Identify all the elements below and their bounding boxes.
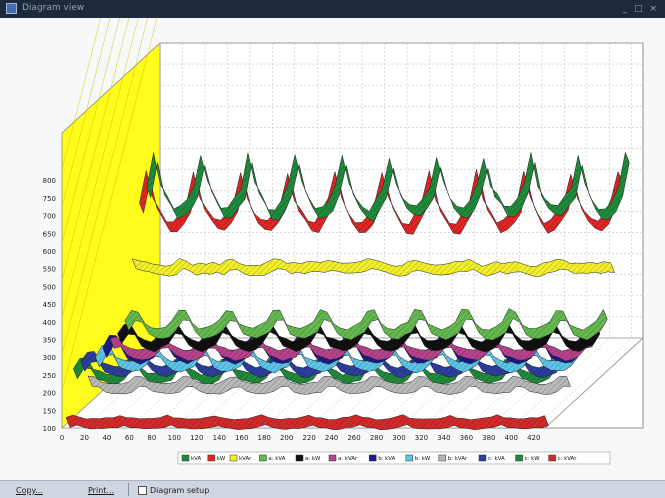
series-ribbon-hatch (88, 376, 571, 395)
y-tick-label: 800 (43, 177, 56, 185)
side-grid-line (61, 18, 101, 170)
y-tick-label: 200 (43, 390, 56, 398)
toolbar-separator (128, 483, 129, 496)
legend-swatch (368, 454, 377, 462)
legend-label: b: kVAr (448, 456, 468, 462)
legend-label: a: kVA (268, 456, 285, 462)
app-icon (6, 3, 17, 14)
legend-label: a: kVAr (338, 456, 358, 462)
x-tick-label: 120 (190, 434, 203, 442)
window-title: Diagram view (22, 3, 85, 13)
diagram-setup-label: Diagram setup (150, 486, 210, 495)
legend-label: kVAr (239, 456, 252, 462)
legend-label: b: kVA (378, 456, 395, 462)
side-grid-line (61, 18, 111, 207)
x-tick-label: 200 (280, 434, 293, 442)
x-tick-label: 160 (235, 434, 248, 442)
x-tick-label: 400 (505, 434, 518, 442)
print-button[interactable]: Print... (88, 486, 115, 495)
copy-button[interactable]: Copy... (16, 486, 43, 495)
x-tick-label: 20 (80, 434, 89, 442)
x-tick-label: 280 (370, 434, 383, 442)
legend-label: c: kVAr (558, 456, 578, 462)
side-grid-line (61, 18, 139, 318)
side-grid-line (61, 18, 130, 281)
y-tick-label: 700 (43, 213, 56, 221)
y-tick-label: 350 (43, 337, 56, 345)
x-tick-label: 140 (213, 434, 226, 442)
diagram-setup-checkbox[interactable]: Diagram setup (138, 484, 209, 497)
legend-label: kVA (191, 456, 201, 462)
legend-swatch (478, 454, 487, 462)
legend-swatch (548, 454, 556, 462)
window-controls[interactable]: _ □ × (622, 4, 659, 14)
y-tick-label: 250 (43, 372, 56, 380)
series-ribbon-hatch (117, 321, 600, 352)
legend-label: c: kW (525, 456, 541, 462)
x-tick-label: 240 (325, 434, 338, 442)
x-tick-label: 300 (392, 434, 405, 442)
legend-label: kW (217, 456, 226, 462)
legend-box (177, 451, 611, 465)
y-tick-label: 300 (43, 354, 56, 362)
y-tick-label: 450 (43, 301, 56, 309)
y-tick-label: 750 (43, 195, 56, 203)
legend-swatch (405, 454, 414, 462)
x-tick-label: 220 (302, 434, 315, 442)
title-bar: Diagram view _ □ × (0, 0, 665, 18)
ribbon-chart: 1001502002503003504004505005506006507007… (0, 18, 665, 480)
x-tick-label: 40 (102, 434, 111, 442)
side-grid-line (61, 18, 148, 355)
x-tick-label: 340 (437, 434, 450, 442)
y-tick-label: 150 (43, 407, 56, 415)
bottom-toolbar: Copy... Print... Diagram setup (0, 480, 665, 498)
x-tick-label: 420 (527, 434, 540, 442)
x-tick-label: 60 (125, 434, 134, 442)
legend-swatch (259, 454, 267, 462)
x-tick-label: 380 (482, 434, 495, 442)
series-ribbon-hatch (66, 414, 549, 430)
y-tick-label: 600 (43, 248, 56, 256)
legend-swatch (207, 454, 216, 462)
x-tick-label: 180 (257, 434, 270, 442)
y-tick-label: 650 (43, 230, 56, 238)
legend-swatch (181, 454, 190, 462)
legend-label: a: kW (305, 456, 321, 462)
x-tick-label: 0 (60, 434, 64, 442)
legend-swatch (438, 454, 447, 462)
x-tick-label: 320 (415, 434, 428, 442)
y-tick-label: 550 (43, 266, 56, 274)
legend-swatch (515, 454, 523, 462)
legend-label: b: kW (415, 456, 431, 462)
series-ribbon-hatch (146, 152, 630, 222)
side-grid-line (61, 18, 158, 392)
checkbox-box[interactable] (138, 486, 147, 495)
legend-swatch (328, 454, 337, 462)
x-tick-label: 80 (147, 434, 156, 442)
series-ribbon-hatch (132, 258, 615, 277)
legend-swatch (295, 454, 304, 462)
y-tick-label: 400 (43, 319, 56, 327)
series-ribbon-hatch (110, 336, 593, 362)
x-tick-label: 100 (168, 434, 181, 442)
x-tick-label: 260 (347, 434, 360, 442)
x-tick-label: 360 (460, 434, 473, 442)
series-ribbon-hatch (124, 308, 608, 341)
y-tick-label: 100 (43, 425, 56, 433)
side-grid-line (61, 18, 120, 244)
y-tick-label: 500 (43, 283, 56, 291)
legend-label: c: kVA (488, 456, 505, 462)
legend-swatch (229, 454, 238, 462)
